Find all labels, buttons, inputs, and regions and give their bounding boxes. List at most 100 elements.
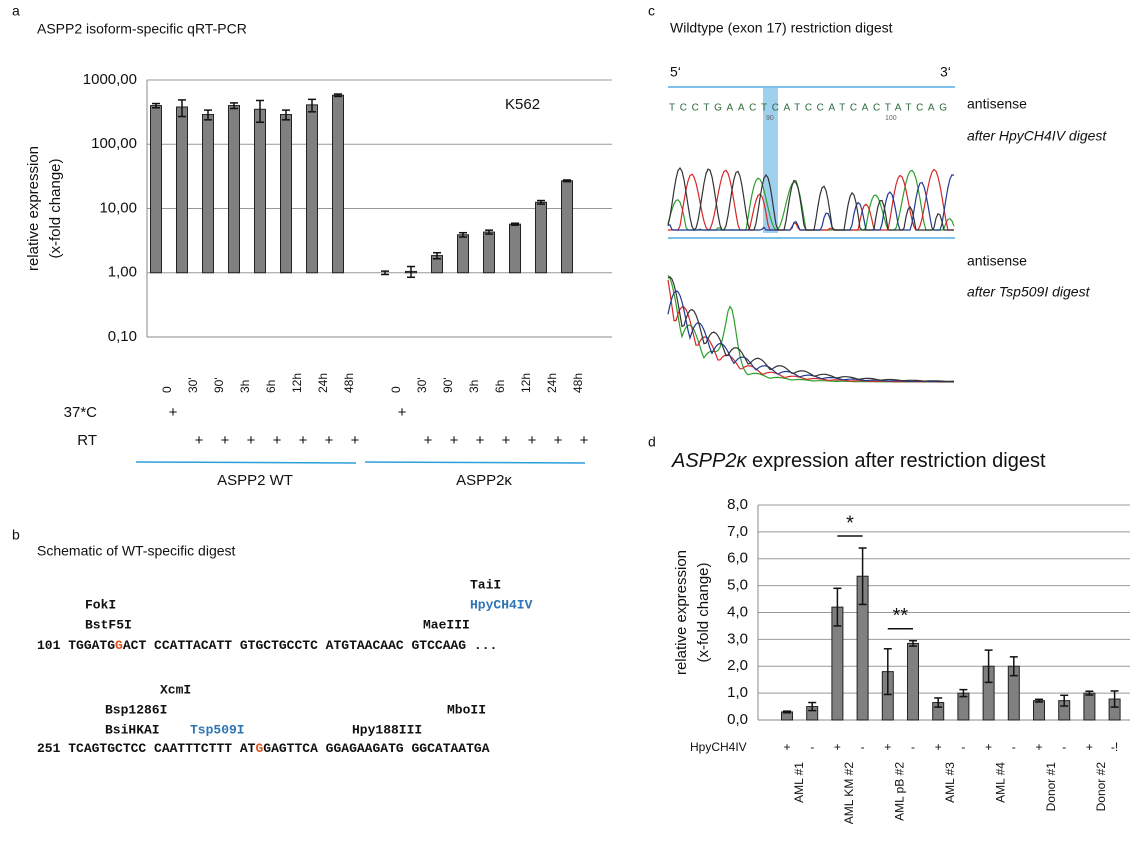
condition-mark: + (299, 432, 308, 449)
bar (1084, 693, 1095, 720)
significance: * (846, 512, 854, 534)
bar (203, 115, 214, 273)
enzyme: HpyCH4IV (470, 597, 533, 612)
x-tick-label: 24h (545, 373, 559, 393)
condition-mark: + (528, 432, 537, 449)
condition-mark: + (424, 432, 433, 449)
condition-mark: + (195, 432, 204, 449)
sign: - (961, 740, 965, 754)
x-tick-label: 12h (290, 373, 304, 393)
panel-title: Wildtype (exon 17) restriction digest (670, 20, 893, 36)
y-tick-label: 8,0 (727, 496, 748, 513)
sequence: G (255, 741, 263, 756)
sign: - (1062, 740, 1066, 754)
position: 90 (766, 115, 774, 122)
x-tick-label: 0 (389, 386, 403, 393)
sign: + (884, 740, 891, 754)
panel-label: d (648, 434, 656, 450)
group-line (365, 462, 585, 463)
enzyme: BsiHKAI (105, 722, 160, 737)
significance: ** (893, 605, 909, 627)
enzyme: MboII (447, 702, 486, 717)
condition-mark: + (325, 432, 334, 449)
sign: -! (1111, 740, 1118, 754)
position: 251 (37, 741, 61, 756)
x-tick-label: 0 (160, 386, 174, 393)
enzyme: Hpy188III (352, 722, 422, 737)
row-label: 37*C (64, 404, 98, 421)
title-text: expression after restriction digest (746, 450, 1045, 472)
bar (333, 95, 344, 273)
y-axis-title: relative expression (25, 146, 42, 271)
bar (255, 109, 266, 272)
x-tick-label: 48h (342, 373, 356, 393)
enzyme: Bsp1286I (105, 702, 167, 717)
group-label: AML #4 (993, 762, 1007, 803)
enzyme: TaiI (470, 577, 501, 592)
y-tick-label: 1000,00 (83, 71, 137, 88)
title-gene: ASPP2κ (671, 450, 747, 472)
enzyme: MaeIII (423, 617, 470, 632)
x-tick-label: 90' (212, 377, 226, 393)
condition-mark: + (247, 432, 256, 449)
position: 101 (37, 638, 61, 653)
condition-mark: + (554, 432, 563, 449)
trace-label: antisense (967, 253, 1027, 269)
sign: + (1086, 740, 1093, 754)
bar (536, 202, 547, 272)
enzyme: XcmI (160, 682, 191, 697)
panel-label: c (648, 3, 655, 19)
y-tick-label: 4,0 (727, 603, 748, 620)
condition-mark: + (502, 432, 511, 449)
y-tick-label: 2,0 (727, 657, 748, 674)
sequence: TGGATG (68, 638, 115, 653)
x-tick-label: 3h (238, 380, 252, 393)
condition-mark: + (169, 404, 178, 421)
chart-title: ASPP2κ expression after restriction dige… (671, 450, 1046, 472)
y-tick-label: 0,10 (108, 328, 137, 345)
group-label: AML #3 (943, 762, 957, 803)
bar (908, 643, 919, 720)
figure: b Schematic of WT-specific digest TaiI F… (0, 0, 1147, 843)
x-tick-label: 90' (441, 377, 455, 393)
sign: - (1012, 740, 1016, 754)
sign: + (935, 740, 942, 754)
y-tick-label: 1,0 (727, 684, 748, 701)
row-label: HpyCH4IV (690, 740, 747, 754)
chart-title: ASPP2 isoform-specific qRT-PCR (37, 21, 247, 37)
enzyme: BstF5I (85, 617, 132, 632)
bar (510, 224, 521, 273)
strand-end: 5‘ (670, 64, 681, 80)
condition-mark: + (273, 432, 282, 449)
group-label: Donor #2 (1094, 762, 1108, 812)
row-label: RT (77, 432, 97, 449)
condition-mark: + (351, 432, 360, 449)
sequence: ACT CCATTACATT GTGCTGCCTC ATGTAACAAC GTC… (123, 638, 497, 653)
bar (562, 181, 573, 273)
group-label: AML pB #2 (893, 762, 907, 821)
trace-label: antisense (967, 96, 1027, 112)
trace-label: after HpyCH4IV digest (967, 128, 1107, 144)
bar (177, 107, 188, 273)
x-tick-label: 12h (519, 373, 533, 393)
sign: + (834, 740, 841, 754)
panel-label: a (12, 3, 20, 19)
trace-label: after Tsp509I digest (967, 284, 1091, 300)
group-label: Donor #1 (1044, 762, 1058, 812)
x-tick-label: 24h (316, 373, 330, 393)
x-tick-label: 6h (493, 380, 507, 393)
bar (1034, 701, 1045, 720)
sign: - (810, 740, 814, 754)
condition-mark: + (398, 404, 407, 421)
sign: - (911, 740, 915, 754)
y-axis-title: (x-fold change) (695, 562, 712, 662)
sequence-line: 251 TCAGTGCTCC CAATTTCTTT ATGGAGTTCA GGA… (37, 741, 490, 756)
condition-mark: + (476, 432, 485, 449)
y-tick-label: 5,0 (727, 577, 748, 594)
chromatogram (668, 86, 955, 386)
group-label: ASPP2 WT (217, 472, 293, 489)
group-label: ASPP2κ (456, 472, 512, 489)
y-axis-title: (x-fold change) (47, 158, 64, 258)
sign: + (1035, 740, 1042, 754)
sequence: G (115, 638, 123, 653)
